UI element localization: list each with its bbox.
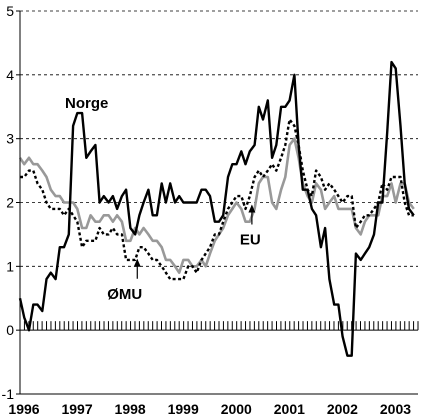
annotations: Norge EU ØMU: [65, 95, 261, 303]
omu-arrow-head: [133, 258, 141, 267]
y-tick-label: 3: [6, 131, 14, 147]
eu-arrow-head: [248, 204, 256, 213]
axes: [16, 10, 418, 395]
y-tick-label: 5: [6, 3, 14, 19]
x-tick-label: 2003: [380, 401, 411, 417]
x-tick-label: 1998: [115, 401, 146, 417]
x-tick-label: 2000: [221, 401, 252, 417]
series-line-omu: [20, 118, 414, 281]
y-tick-label: 2: [6, 195, 14, 211]
series-line-norge: [18, 60, 415, 357]
annotation-eu: EU: [240, 232, 261, 249]
y-tick-label: 0: [6, 322, 14, 338]
series-line-eu: [18, 137, 415, 275]
y-tick-label: 4: [6, 67, 14, 83]
y-tick-labels: -1 0 1 2 3 4 5: [2, 3, 15, 402]
x-tick-labels: 1996 1997 1998 1999 2000 2001 2002 2003: [8, 401, 411, 417]
x-tick-label: 1999: [168, 401, 199, 417]
annotation-omu: ØMU: [107, 286, 142, 303]
grid-lines: [20, 10, 418, 395]
y-tick-label: -1: [2, 386, 15, 402]
x-tick-marks: [19, 321, 419, 331]
x-tick-label: 2002: [327, 401, 358, 417]
y-tick-label: 1: [6, 258, 14, 274]
x-tick-label: 1997: [61, 401, 92, 417]
data-series: [18, 60, 415, 357]
x-tick-label: 1996: [8, 401, 39, 417]
x-tick-label: 2001: [274, 401, 305, 417]
annotation-norge: Norge: [65, 95, 108, 112]
